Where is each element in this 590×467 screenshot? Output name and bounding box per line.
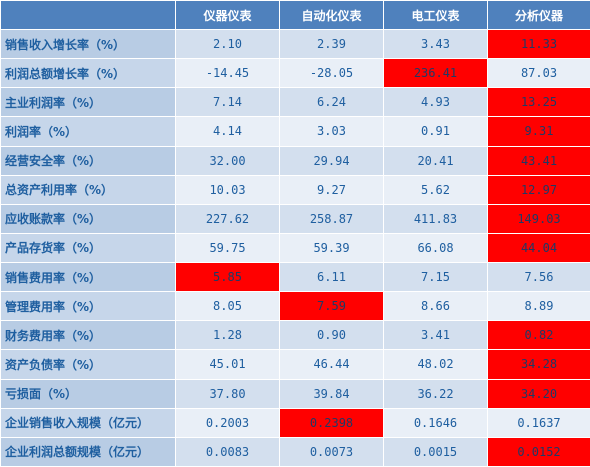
value-cell: 0.0083 bbox=[175, 436, 280, 467]
value-cell: 9.27 bbox=[279, 174, 384, 205]
highlighted-value-cell: 0.82 bbox=[487, 320, 590, 351]
value-cell: 0.1637 bbox=[487, 407, 590, 438]
row-label: 企业销售收入规模（亿元） bbox=[0, 407, 176, 438]
value-cell: 3.41 bbox=[383, 320, 488, 351]
value-cell: 48.02 bbox=[383, 349, 488, 380]
value-cell: 227.62 bbox=[175, 203, 280, 234]
highlighted-value-cell: 13.25 bbox=[487, 87, 590, 118]
column-header: 分析仪器 bbox=[487, 0, 590, 30]
highlighted-value-cell: 5.85 bbox=[175, 261, 280, 293]
highlighted-value-cell: 236.41 bbox=[383, 58, 488, 89]
table-row: 企业销售收入规模（亿元） 0.2003 0.2398 0.1646 0.1637 bbox=[0, 407, 590, 438]
value-cell: 5.62 bbox=[383, 174, 488, 205]
value-cell: 66.08 bbox=[383, 232, 488, 264]
highlighted-value-cell: 43.41 bbox=[487, 145, 590, 176]
highlighted-value-cell: 34.28 bbox=[487, 349, 590, 380]
row-label: 销售收入增长率（%） bbox=[0, 28, 176, 60]
value-cell: 0.2003 bbox=[175, 407, 280, 438]
value-cell: 36.22 bbox=[383, 378, 488, 409]
table-row: 资产负债率（%） 45.01 46.44 48.02 34.28 bbox=[0, 349, 590, 380]
row-label: 利润率（%） bbox=[0, 116, 176, 147]
table-row: 产品存货率（%） 59.75 59.39 66.08 44.04 bbox=[0, 232, 590, 264]
value-cell: 0.0073 bbox=[279, 436, 384, 467]
value-cell: -28.05 bbox=[279, 58, 384, 89]
column-header: 电工仪表 bbox=[383, 0, 488, 30]
row-label: 亏损面（%） bbox=[0, 378, 176, 409]
table-row: 销售费用率（%） 5.85 6.11 7.15 7.56 bbox=[0, 261, 590, 293]
row-label: 企业利润总额规模（亿元） bbox=[0, 436, 176, 467]
row-label: 总资产利用率（%） bbox=[0, 174, 176, 205]
table-row: 企业利润总额规模（亿元） 0.0083 0.0073 0.0015 0.0152 bbox=[0, 436, 590, 467]
value-cell: 0.1646 bbox=[383, 407, 488, 438]
value-cell: 2.39 bbox=[279, 28, 384, 60]
value-cell: 4.14 bbox=[175, 116, 280, 147]
value-cell: 29.94 bbox=[279, 145, 384, 176]
row-label: 主业利润率（%） bbox=[0, 87, 176, 118]
value-cell: 6.24 bbox=[279, 87, 384, 118]
highlighted-value-cell: 0.2398 bbox=[279, 407, 384, 438]
value-cell: -14.45 bbox=[175, 58, 280, 89]
highlighted-value-cell: 34.20 bbox=[487, 378, 590, 409]
value-cell: 87.03 bbox=[487, 58, 590, 89]
row-label: 应收账款率（%） bbox=[0, 203, 176, 234]
value-cell: 45.01 bbox=[175, 349, 280, 380]
table-row: 亏损面（%） 37.80 39.84 36.22 34.20 bbox=[0, 378, 590, 409]
table-row: 经营安全率（%） 32.00 29.94 20.41 43.41 bbox=[0, 145, 590, 176]
table-row: 财务费用率（%） 1.28 0.90 3.41 0.82 bbox=[0, 320, 590, 351]
table-row: 利润总额增长率（%） -14.45 -28.05 236.41 87.03 bbox=[0, 58, 590, 89]
value-cell: 0.0015 bbox=[383, 436, 488, 467]
value-cell: 8.89 bbox=[487, 291, 590, 322]
table-body: 销售收入增长率（%） 2.10 2.39 3.43 11.33 利润总额增长率（%） -14… bbox=[0, 28, 590, 467]
value-cell: 1.28 bbox=[175, 320, 280, 351]
value-cell: 10.03 bbox=[175, 174, 280, 205]
value-cell: 37.80 bbox=[175, 378, 280, 409]
value-cell: 0.90 bbox=[279, 320, 384, 351]
value-cell: 8.05 bbox=[175, 291, 280, 322]
value-cell: 7.14 bbox=[175, 87, 280, 118]
header-corner bbox=[0, 0, 176, 30]
highlighted-value-cell: 44.04 bbox=[487, 232, 590, 264]
row-label: 销售费用率（%） bbox=[0, 261, 176, 293]
table-row: 主业利润率（%） 7.14 6.24 4.93 13.25 bbox=[0, 87, 590, 118]
value-cell: 4.93 bbox=[383, 87, 488, 118]
value-cell: 7.15 bbox=[383, 261, 488, 293]
row-label: 管理费用率（%） bbox=[0, 291, 176, 322]
column-header: 仪器仪表 bbox=[175, 0, 280, 30]
row-label: 财务费用率（%） bbox=[0, 320, 176, 351]
value-cell: 258.87 bbox=[279, 203, 384, 234]
value-cell: 8.66 bbox=[383, 291, 488, 322]
highlighted-value-cell: 12.97 bbox=[487, 174, 590, 205]
value-cell: 3.43 bbox=[383, 28, 488, 60]
highlighted-value-cell: 0.0152 bbox=[487, 436, 590, 467]
row-label: 利润总额增长率（%） bbox=[0, 58, 176, 89]
highlighted-value-cell: 11.33 bbox=[487, 28, 590, 60]
highlighted-value-cell: 149.03 bbox=[487, 203, 590, 234]
value-cell: 2.10 bbox=[175, 28, 280, 60]
column-header: 自动化仪表 bbox=[279, 0, 384, 30]
value-cell: 6.11 bbox=[279, 261, 384, 293]
row-label: 资产负债率（%） bbox=[0, 349, 176, 380]
value-cell: 59.75 bbox=[175, 232, 280, 264]
row-label: 产品存货率（%） bbox=[0, 232, 176, 264]
highlighted-value-cell: 9.31 bbox=[487, 116, 590, 147]
table-row: 总资产利用率（%） 10.03 9.27 5.62 12.97 bbox=[0, 174, 590, 205]
value-cell: 411.83 bbox=[383, 203, 488, 234]
table-row: 利润率（%） 4.14 3.03 0.91 9.31 bbox=[0, 116, 590, 147]
value-cell: 3.03 bbox=[279, 116, 384, 147]
highlighted-value-cell: 7.59 bbox=[279, 291, 384, 322]
header-row: 仪器仪表 自动化仪表 电工仪表 分析仪器 bbox=[0, 0, 590, 30]
value-cell: 32.00 bbox=[175, 145, 280, 176]
table-row: 应收账款率（%） 227.62 258.87 411.83 149.03 bbox=[0, 203, 590, 234]
value-cell: 20.41 bbox=[383, 145, 488, 176]
row-label: 经营安全率（%） bbox=[0, 145, 176, 176]
value-cell: 39.84 bbox=[279, 378, 384, 409]
table-row: 销售收入增长率（%） 2.10 2.39 3.43 11.33 bbox=[0, 28, 590, 60]
value-cell: 7.56 bbox=[487, 261, 590, 293]
value-cell: 46.44 bbox=[279, 349, 384, 380]
value-cell: 59.39 bbox=[279, 232, 384, 264]
table-row: 管理费用率（%） 8.05 7.59 8.66 8.89 bbox=[0, 291, 590, 322]
value-cell: 0.91 bbox=[383, 116, 488, 147]
